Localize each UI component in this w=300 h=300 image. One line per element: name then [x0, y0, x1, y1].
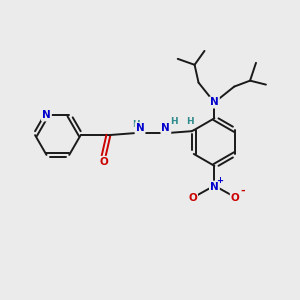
Text: -: - [241, 186, 245, 196]
Text: N: N [210, 98, 219, 107]
Text: N: N [161, 123, 170, 133]
Text: H: H [132, 120, 140, 129]
Text: O: O [99, 157, 108, 167]
Text: O: O [231, 193, 240, 202]
Text: H: H [186, 117, 194, 126]
Text: N: N [136, 123, 145, 133]
Text: N: N [42, 110, 51, 120]
Text: O: O [188, 193, 197, 202]
Text: N: N [210, 182, 219, 192]
Text: +: + [216, 176, 223, 185]
Text: H: H [170, 117, 178, 126]
